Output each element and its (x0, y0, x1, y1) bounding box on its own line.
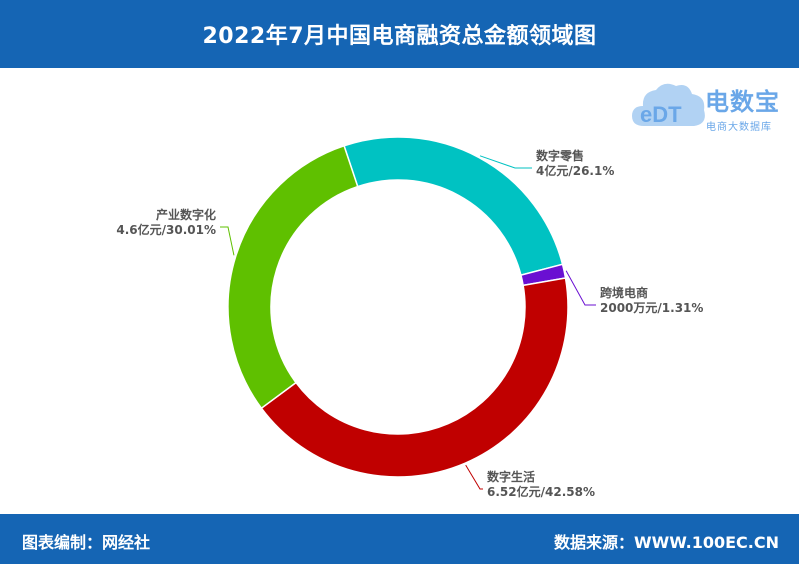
leader-line-1 (479, 155, 532, 169)
leader-line-2 (565, 270, 596, 306)
slice-label-name-2: 跨境电商 (600, 285, 648, 300)
logo-mark-text: eDT (640, 102, 682, 127)
footer-source: 数据来源：WWW.100EC.CN (553, 533, 779, 552)
footer-credit: 图表编制：网经社 (22, 533, 151, 552)
logo-brand: 电数宝 (705, 88, 780, 116)
slice-3 (260, 277, 569, 478)
leader-line-3 (465, 464, 483, 490)
slices-group (227, 136, 569, 478)
logo: eDT 电数宝 电商大数据库 (630, 76, 795, 136)
slice-label-name-1: 数字零售 (536, 148, 584, 163)
leader-line-4 (220, 226, 235, 256)
slice-label-value-2: 2000万元/1.31% (600, 301, 703, 315)
cloud-logo-icon: eDT (632, 83, 705, 127)
slice-label-name-3: 数字生活 (487, 469, 535, 484)
header-bar: 2022年7月中国电商融资总金额领域图 (0, 0, 799, 68)
slice-label-value-1: 4亿元/26.1% (536, 163, 614, 178)
slice-1 (343, 136, 564, 277)
logo-subtitle: 电商大数据库 (706, 122, 772, 133)
footer-bar: 图表编制：网经社 数据来源：WWW.100EC.CN (0, 514, 799, 564)
chart-title: 2022年7月中国电商融资总金额领域图 (202, 24, 597, 49)
slice-4 (227, 144, 359, 410)
leader-lines-group (220, 155, 596, 490)
slice-label-value-3: 6.52亿元/42.58% (487, 484, 595, 499)
slice-label-name-4: 产业数字化 (156, 207, 216, 222)
slice-label-value-4: 4.6亿元/30.01% (116, 222, 216, 237)
